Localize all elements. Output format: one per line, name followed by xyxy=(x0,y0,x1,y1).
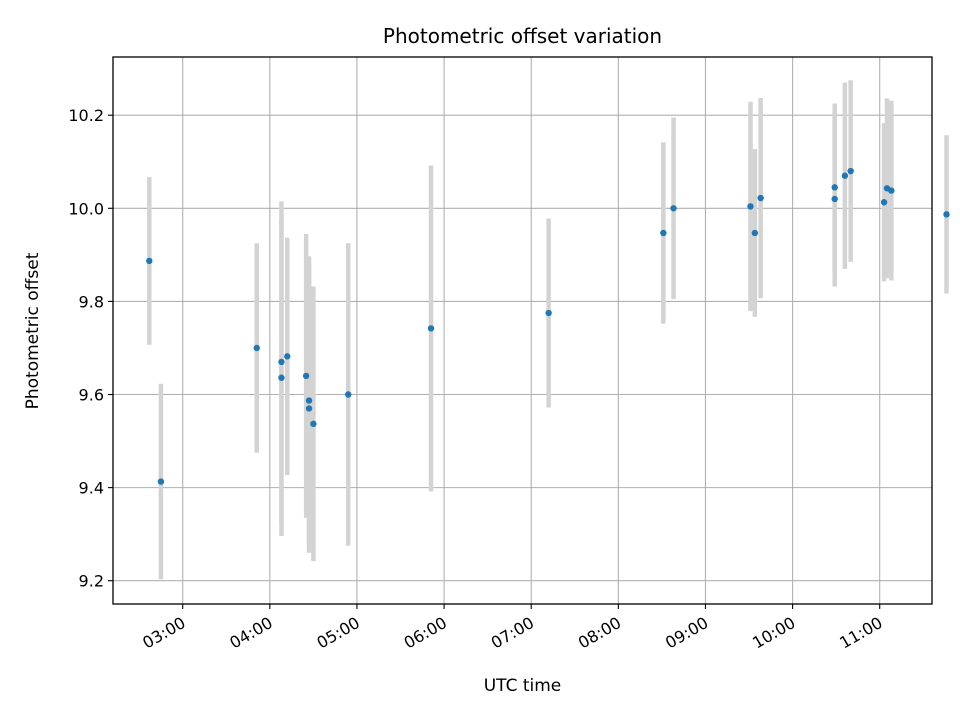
data-point xyxy=(305,397,313,404)
data-point xyxy=(545,309,552,317)
x-tick-label: 11:00 xyxy=(836,613,885,653)
data-point xyxy=(751,229,759,237)
data-point xyxy=(670,205,677,212)
y-tick-label: 9.6 xyxy=(79,386,104,405)
y-tick-label: 9.2 xyxy=(79,572,104,591)
data-point xyxy=(841,172,849,179)
data-point xyxy=(278,374,285,381)
x-tick-label: 06:00 xyxy=(401,613,450,653)
y-ticks: 9.2 9.4 9.6 9.8 10.0 10.2 xyxy=(68,106,113,591)
x-tick-label: 09:00 xyxy=(662,613,711,653)
x-tick-label: 05:00 xyxy=(314,613,363,653)
data-point xyxy=(880,199,888,206)
x-tick-label: 07:00 xyxy=(488,613,537,653)
errorbars xyxy=(147,80,949,580)
data-point xyxy=(345,391,352,398)
y-tick-label: 10.0 xyxy=(68,199,104,218)
data-point xyxy=(943,211,950,218)
data-point xyxy=(747,203,754,210)
data-point xyxy=(253,344,260,352)
data-point xyxy=(847,167,854,175)
x-tick-label: 04:00 xyxy=(226,613,275,653)
data-point xyxy=(660,229,667,237)
data-point xyxy=(146,257,153,265)
data-point xyxy=(310,420,317,428)
data-point xyxy=(284,353,291,360)
data-point xyxy=(757,194,764,202)
plot-frame xyxy=(112,56,933,605)
data-point xyxy=(831,184,838,191)
data-point xyxy=(302,372,310,380)
y-tick-label: 10.2 xyxy=(68,106,104,125)
data-point xyxy=(427,325,435,332)
data-point xyxy=(831,195,838,203)
data-point xyxy=(157,478,165,485)
x-axis-label: UTC time xyxy=(484,676,562,696)
data-point xyxy=(305,405,313,412)
data-point xyxy=(888,187,895,194)
points xyxy=(146,167,950,485)
grid xyxy=(113,57,932,604)
data-point xyxy=(278,358,285,366)
x-tick-label: 10:00 xyxy=(749,613,798,653)
x-tick-label: 08:00 xyxy=(575,613,624,653)
y-axis-label: Photometric offset xyxy=(23,252,43,409)
x-tick-label: 03:00 xyxy=(139,613,188,653)
y-tick-label: 9.4 xyxy=(79,479,104,498)
x-ticks: 03:00 04:00 05:00 06:00 07:00 08:00 09:00 10:00… xyxy=(139,604,886,653)
y-tick-label: 9.8 xyxy=(79,292,104,311)
chart-title: Photometric offset variation xyxy=(383,24,662,48)
